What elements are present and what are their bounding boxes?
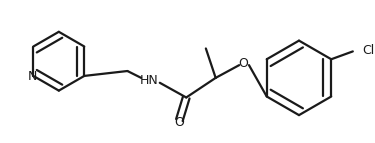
Text: Cl: Cl — [363, 44, 375, 57]
Text: O: O — [238, 57, 248, 70]
Text: O: O — [174, 116, 184, 129]
Text: N: N — [28, 70, 37, 83]
Text: HN: HN — [140, 74, 158, 87]
